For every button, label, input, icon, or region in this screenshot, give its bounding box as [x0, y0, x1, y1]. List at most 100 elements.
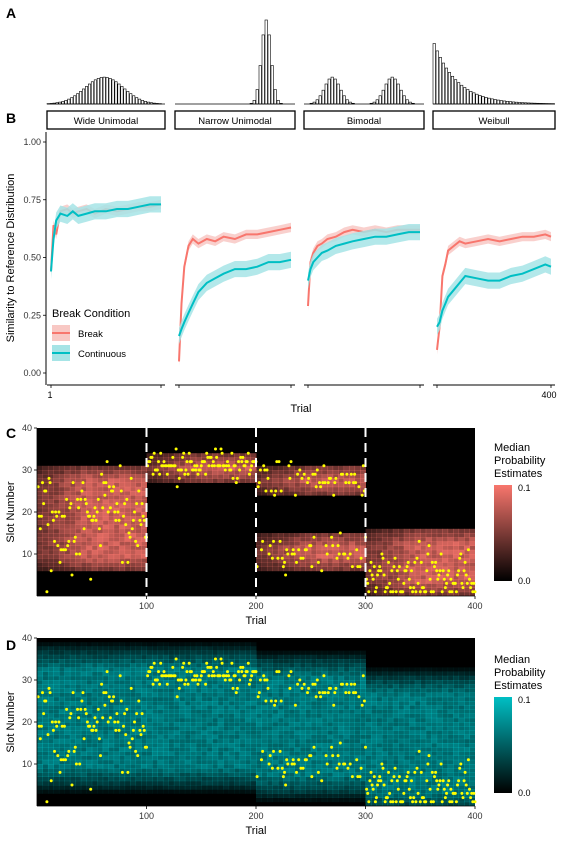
heat-cell — [349, 717, 356, 723]
heat-cell — [414, 566, 421, 572]
heat-cell — [91, 772, 98, 777]
heat-cell — [360, 671, 366, 677]
heat-cell — [376, 793, 383, 798]
heat-cell — [141, 751, 147, 756]
heat-cell — [283, 549, 290, 555]
heat-cell — [206, 768, 213, 773]
heat-cell — [173, 768, 180, 773]
heat-cell — [47, 558, 54, 563]
estimate-dot — [448, 590, 452, 594]
heat-cell — [447, 537, 454, 542]
heat-cell — [288, 730, 295, 735]
heat-cell — [299, 734, 306, 740]
heat-cell — [146, 722, 153, 727]
heat-cell — [272, 680, 279, 685]
heat-cell — [414, 671, 421, 677]
heat-cell — [108, 503, 115, 509]
heat-cell — [338, 474, 345, 479]
heat-cell — [464, 776, 471, 782]
heat-cell — [173, 470, 180, 475]
heat-cell — [294, 482, 301, 488]
heat-cell — [272, 554, 279, 559]
heat-cell — [370, 554, 377, 559]
panel-label-a: A — [6, 5, 16, 21]
heat-cell — [206, 684, 213, 689]
heat-cell — [283, 537, 290, 542]
heat-cell — [184, 726, 191, 731]
heat-cell — [436, 747, 443, 752]
heat-cell — [37, 768, 43, 773]
heat-cell — [392, 726, 399, 731]
heat-cell — [469, 705, 475, 710]
heat-cell — [69, 768, 76, 773]
heat-cell — [108, 528, 115, 534]
heat-cell — [130, 541, 137, 546]
heat-cell — [453, 533, 460, 538]
heat-cell — [195, 659, 202, 664]
heat-cell — [354, 541, 361, 546]
heat-cell — [245, 659, 252, 664]
heat-cell — [360, 667, 366, 672]
heat-cell — [338, 768, 345, 773]
heat-cell — [442, 801, 449, 806]
heat-cell — [234, 785, 241, 790]
estimate-dot — [211, 460, 215, 464]
heat-cell — [425, 768, 432, 773]
heat-cell — [343, 692, 350, 698]
estimate-dot — [205, 451, 209, 455]
heat-cell — [184, 453, 191, 458]
heat-cell — [261, 478, 268, 483]
heat-cell — [151, 680, 158, 685]
heat-cell — [245, 734, 252, 740]
heat-cell — [294, 789, 301, 794]
heat-cell — [431, 558, 438, 563]
heat-cell — [425, 709, 432, 714]
heat-cell — [310, 789, 317, 794]
heat-cell — [80, 482, 87, 488]
series-line-break — [436, 233, 552, 351]
heat-cell — [119, 789, 126, 794]
heat-cell — [256, 717, 262, 723]
heat-cell — [130, 768, 137, 773]
heat-cell — [365, 738, 372, 744]
estimate-dot — [180, 678, 183, 682]
estimate-dot — [49, 569, 53, 573]
heat-cell — [245, 675, 252, 681]
heat-cell — [201, 743, 208, 748]
estimate-dot — [422, 586, 425, 590]
heat-cell — [277, 470, 284, 475]
heat-cell — [299, 482, 306, 488]
estimate-dot — [396, 577, 400, 581]
heat-cell — [97, 482, 104, 488]
heat-cell — [190, 675, 197, 681]
heat-cell — [212, 646, 219, 651]
heat-cell — [113, 692, 120, 698]
heat-cell — [360, 562, 366, 567]
heat-cell — [212, 642, 219, 647]
estimate-dot — [301, 766, 305, 770]
estimate-dot — [99, 754, 102, 758]
heat-cell — [436, 743, 443, 748]
heat-cell — [58, 772, 65, 777]
heat-cell — [168, 717, 175, 723]
heat-cell — [217, 759, 224, 765]
heat-cell — [381, 533, 388, 538]
heat-cell — [190, 785, 197, 790]
heat-cell — [108, 713, 115, 719]
estimate-dot — [336, 544, 340, 548]
heat-cell — [173, 705, 180, 710]
heat-cell — [113, 675, 120, 681]
heat-cell — [354, 650, 361, 656]
heat-cell — [469, 709, 475, 714]
heat-cell — [349, 701, 356, 706]
heat-cell — [97, 503, 104, 509]
heat-cell — [108, 747, 115, 752]
heat-cell — [272, 545, 279, 551]
heat-cell — [431, 680, 438, 685]
heat-cell — [349, 726, 356, 731]
heat-cell — [299, 743, 306, 748]
estimate-dot — [128, 745, 132, 749]
estimate-dot — [42, 712, 46, 716]
heat-cell — [195, 768, 202, 773]
heat-cell — [162, 738, 169, 744]
